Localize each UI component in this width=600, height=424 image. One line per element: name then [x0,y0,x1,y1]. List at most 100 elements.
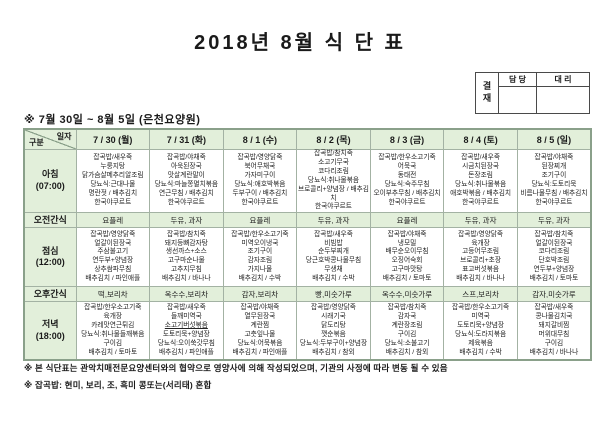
snack-cell: 옥수수,보리차 [149,286,224,303]
snack-row: 오전간식 요플레 두유, 과자 요플레 두유, 과자 요플레 두유, 과자 두유, 과자 [23,212,592,229]
menu-item: 당뇨식:취나물볶음 [307,176,359,184]
menu-item: 들깨미역국 [170,313,202,321]
table-header-row: 일자 구분 7 / 30 (월) 7 / 31 (화) 8 / 1 (수) 8 / 2 (… [23,128,592,150]
menu-item: 잡곡밥/한우소고기죽 [84,304,142,312]
menu-item: 도토리묵+양념장 [457,321,505,329]
snack-cell: 요플레 [75,212,151,229]
menu-item: 브로콜리+양념장 / 배추김치 [297,185,369,202]
menu-item: 배추김치 / 바나나 [529,348,579,356]
menu-item: 배추김치 / 바나나 [456,275,505,283]
menu-item: 단호박조림 [538,257,570,265]
menu-item: 배추김치 / 토마토 [529,275,579,283]
snack-cell: 떡,보리차 [75,286,151,303]
snack-cell: 빵,미숫가루 [296,286,371,303]
menu-item: 한국야쿠르트 [388,198,426,206]
menu-item: 배추김치 / 참외 [312,348,355,356]
menu-item: 잡곡밥/야채죽 [240,304,280,312]
menu-item: 구이김 [103,339,123,347]
menu-cell: 잡곡밥/새우죽 콩나물김치국 돼지갈비찜 머위대무침 구이김 배추김치 / 바나나 [516,301,592,361]
menu-item: 감자국 [397,313,417,321]
menu-item: 배추김치 / 수박 [459,348,502,356]
menu-item: 미역국 [471,313,490,321]
menu-item: 한국야쿠르트 [315,203,352,211]
menu-item: 돈장조림 [468,172,493,180]
row-label-line: (07:00) [35,181,65,192]
menu-item: 닭도리탕 [321,321,346,329]
menu-item: 구이김 [544,339,564,347]
menu-item: 감자조림 [247,257,273,265]
approval-table: 결재 담 당 대 리 [475,72,590,114]
menu-item: 당뇨식:어묵볶음 [237,339,283,347]
date-header: 8 / 5 (일) [516,128,592,150]
menu-cell: 잡곡밥/새우죽 누룽지탕 닭가슴살메추리알조림 당뇨식:근대나물 명란젓 / 배추김치 한… [75,148,151,214]
menu-item: 돼지등뼈감자탕 [164,239,208,247]
menu-item: 당뇨식:취나물들깨볶음 [81,330,145,338]
row-label-line: 점심 [41,245,59,256]
menu-item: 고구마순나물 [167,257,205,265]
date-header: 8 / 4 (토) [443,128,518,150]
menu-item: 도토리묵+양념장 [162,330,210,338]
menu-item: 냉모밀 [397,239,417,247]
menu-item: 구이김 [397,330,417,338]
menu-item: 당뇨식:마늘쫑멸치볶음 [154,181,219,189]
footer-notes: ※ 본 식단표는 관악치매전문요양센터와의 협약으로 영양사에 의해 작성되었으… [24,362,448,396]
approval-stamp-label: 결재 [475,72,499,114]
menu-item: 비빔밥 [324,239,343,247]
menu-item: 아욱된장국 [170,163,202,171]
menu-item: 비름나물무침 / 배추김치 [520,190,588,198]
menu-item: 표고버섯볶음 [462,266,500,274]
menu-item: 시금치된장국 [462,163,500,171]
row-label-line: 저녁 [41,319,59,330]
menu-cell: 잡곡밥/야채죽 냉모밀 배무순오이무침 오징어숙회 고구마맛탕 배추김치 / 토마토 [369,227,445,288]
menu-item: 당뇨식:도라지볶음 [455,330,507,338]
menu-item: 배추김치 / 참외 [385,348,429,356]
menu-item: 조기구이 [541,172,567,180]
menu-item: 소고기버섯볶음 [164,321,208,329]
meal-row: 저녁 (18:00) 잡곡밥/한우소고기죽 육개장 카레맛연근튀김 당뇨식:취나물들깨볶음… [23,301,592,361]
menu-item: 된장찌개 [541,163,567,171]
menu-item: 육개장 [471,239,490,247]
meal-row: 아침 (07:00) 잡곡밥/새우죽 누룽지탕 닭가슴살메추리알조림 당뇨식:근대나물 명란… [23,148,592,214]
menu-table: 일자 구분 7 / 30 (월) 7 / 31 (화) 8 / 1 (수) 8 / 2 (… [23,128,592,362]
menu-item: 연두부+양념장 [533,266,575,274]
menu-item: 누룽지탕 [100,163,126,171]
corner-cell: 일자 구분 [23,128,77,150]
menu-item: 동태전 [397,172,417,180]
snack-cell: 두유, 과자 [443,212,518,229]
menu-cell: 잡곡밥/참치죽 감자국 계란장조림 구이김 당뇨식:소불고기 배추김치 / 참외 [369,301,445,361]
menu-cell: 잡곡밥/야채죽 아욱된장국 맛살계란말이 당뇨식:마늘쫑멸치볶음 연근무침 / 배추김치… [149,148,224,214]
menu-item: 코다리조림 [538,248,570,256]
menu-cell: 잡곡밥/새우죽 들깨미역국 소고기버섯볶음 도토리묵+양념장 당뇨식:오이쑥갓무침 배추김… [149,301,224,361]
menu-item: 가지나물 [247,266,273,274]
snack-row: 오후간식 떡,보리차 옥수수,보리차 감자,보리차 빵,미숫가루 옥수수,미숫가루 스프,보… [23,286,592,303]
menu-item: 애호박볶음 / 배추김치 [450,190,512,198]
menu-cell: 잡곡밥/한우소고기죽 미역오이냉국 조기구이 감자조림 가지나물 배추김치 / 수박 [222,227,298,288]
snack-cell: 두유, 과자 [296,212,371,229]
menu-item: 당근호박콩나물무침 [305,257,362,265]
snack-cell: 감자,보리차 [222,286,298,303]
menu-item: 한국야쿠르트 [535,198,573,206]
menu-item: 연근무침 / 배추김치 [158,190,214,198]
snack-cell: 감자,미숫가루 [516,286,592,303]
menu-item: 당뇨식:소불고기 [384,339,430,347]
menu-cell: 잡곡밥/참치죽 소고기무국 코다리조림 당뇨식:취나물볶음 브로콜리+양념장 / 배추김… [296,148,371,214]
snack-cell: 요플레 [369,212,445,229]
menu-item: 고등어무조림 [462,248,500,256]
menu-item: 조기구이 [247,248,273,256]
menu-cell: 잡곡밥/영양닭죽 시래기국 닭도리탕 깻순볶음 당뇨식:두부구이+양념장 배추김치 / 참… [296,301,371,361]
menu-item: 고구마맛탕 [391,266,423,274]
menu-item: 열무된장국 [244,313,276,321]
menu-item: 배추김치 / 파인애플 [158,348,214,356]
menu-item: 고춧잎나물 [244,330,276,338]
menu-item: 당뇨식:두부구이+양념장 [299,339,368,347]
menu-item: 미역오이냉국 [241,239,279,247]
menu-item: 잡곡밥/참치죽 [166,230,206,238]
menu-item: 닭가슴살메추리알조림 [82,172,144,180]
menu-item: 잡곡밥/야채죽 [387,230,427,238]
menu-cell: 잡곡밥/새우죽 비빔밥 순두부찌개 당근호박콩나물무침 무생채 배추김치 / 수박 [296,227,371,288]
approval-col-header-staff: 담 당 [498,72,537,87]
menu-item: 명란젓 / 배추김치 [88,190,138,198]
menu-item: 시래기국 [321,313,346,321]
menu-item: 당뇨식:근대나물 [90,181,136,189]
menu-item: 어묵국 [397,163,417,171]
